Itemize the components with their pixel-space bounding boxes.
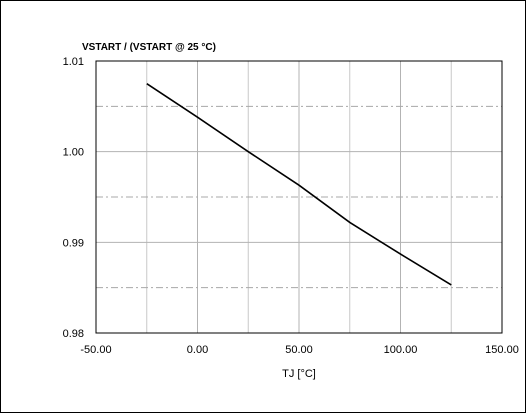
- plot-area-border: [95, 60, 503, 334]
- x-tick-label: 150.00: [485, 344, 519, 356]
- x-tick-labels: -50.00 0.00 50.00 100.00 150.00: [80, 344, 518, 356]
- y-tick-labels: 0.98 0.99 1.00 1.01: [63, 56, 84, 340]
- y-tick-label: 0.98: [63, 328, 84, 340]
- y-tick-label: 1.00: [63, 147, 84, 159]
- y-axis-title: VSTART / (VSTART @ 25 °C): [82, 42, 216, 53]
- grid-layer: [95, 60, 503, 334]
- series-line-0: [146, 83, 452, 286]
- x-tick-label: 100.00: [384, 344, 418, 356]
- x-tick-label: -50.00: [80, 344, 111, 356]
- y-tick-label: 1.01: [63, 56, 84, 68]
- y-tick-label: 0.99: [63, 237, 84, 249]
- x-tick-label: 50.00: [285, 344, 313, 356]
- series-layer: [146, 83, 452, 286]
- x-axis-title: TJ [°C]: [282, 368, 316, 380]
- x-tick-label: 0.00: [187, 344, 208, 356]
